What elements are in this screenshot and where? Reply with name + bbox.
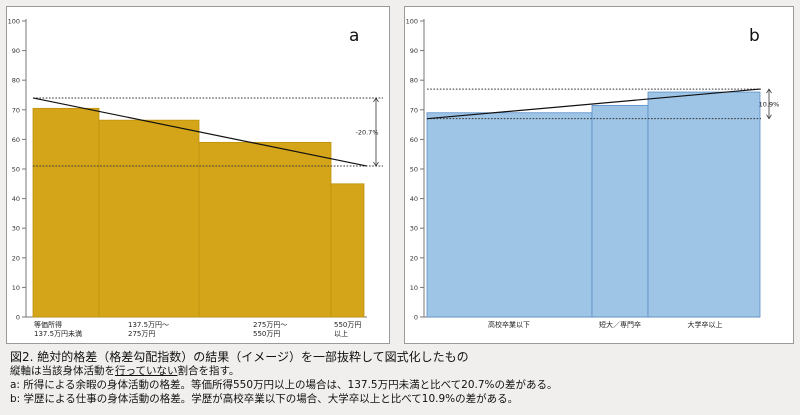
bar — [591, 104, 649, 318]
y-tick-label: 10 — [12, 284, 20, 292]
caption-note-underline: 行っていない — [115, 365, 178, 377]
bar — [647, 91, 761, 318]
y-tick-label: 90 — [12, 47, 20, 55]
difference-label: -20.7% — [356, 129, 379, 137]
bar — [330, 183, 365, 318]
y-tick-label: 100 — [8, 18, 20, 26]
bar — [32, 107, 100, 318]
x-tick-label-line: 137.5万円～ — [128, 321, 169, 329]
caption-line-a: a: 所得による余暇の身体活動の格差。等価所得550万円以上の場合は、137.5… — [10, 379, 558, 391]
x-tick-label-line: 大学卒以上 — [688, 320, 723, 329]
y-tick-label: 80 — [12, 77, 20, 85]
x-tick-label-line: 550万円 — [253, 330, 280, 338]
chart-panel-a: 0 10 20 30 40 50 60 70 80 90 100 等価所得 137.5万円未満 137.5… — [6, 6, 390, 344]
y-tick-label: 100 — [406, 18, 418, 26]
y-tick-label: 90 — [410, 47, 418, 55]
x-tick-label-line: 275万円～ — [253, 321, 287, 329]
trend-line — [32, 97, 368, 167]
y-tick-label: 30 — [12, 225, 20, 233]
x-tick-label-line: 等価所得 — [34, 320, 62, 329]
y-tick-label: 80 — [410, 77, 418, 85]
bar — [198, 141, 332, 318]
x-tick-label: 高校卒業以下 — [488, 320, 530, 329]
y-tick-label: 60 — [12, 136, 20, 144]
panel-label: b — [749, 26, 760, 46]
x-tick-label-line: 以上 — [334, 329, 348, 338]
y-tick-label: 20 — [12, 254, 20, 262]
y-tick-label: 40 — [410, 195, 418, 203]
bracket-arrow-down — [373, 161, 379, 167]
figure-caption: 図2. 絶対的格差（格差勾配指数）の結果（イメージ）を一部抜粋して図式化したもの… — [10, 350, 795, 406]
x-tick-label: 550万円以上 — [334, 321, 361, 338]
chart-b: 0 10 20 30 40 50 60 70 80 90 100 高校卒業以下 短大／専門卒 大学卒以上 1… — [406, 18, 780, 330]
x-tick-label: 短大／専門卒 — [599, 320, 641, 329]
bracket-arrow-up — [373, 97, 379, 103]
y-tick-label: 40 — [12, 195, 20, 203]
x-tick-label-line: 短大／専門卒 — [599, 320, 641, 329]
y-tick-label: 0 — [414, 314, 418, 322]
y-tick-label: 0 — [16, 314, 20, 322]
caption-note-post: 割合を指す。 — [177, 365, 240, 377]
y-tick-label: 20 — [410, 254, 418, 262]
panel-label: a — [349, 26, 359, 46]
caption-axis-note: 縦軸は当該身体活動を行っていない割合を指す。 — [10, 364, 795, 378]
caption-title: 図2. 絶対的格差（格差勾配指数）の結果（イメージ）を一部抜粋して図式化したもの — [10, 350, 469, 364]
x-tick-label: 275万円～ 550万円 — [253, 321, 287, 338]
x-tick-label-line: 550万円 — [334, 321, 361, 329]
y-tick-label: 10 — [410, 284, 418, 292]
y-tick-label: 70 — [410, 106, 418, 114]
y-tick-label: 50 — [12, 166, 20, 174]
x-tick-label: 137.5万円～ 275万円 — [128, 321, 169, 338]
chart-panel-b: 0 10 20 30 40 50 60 70 80 90 100 高校卒業以下 短大／専門卒 大学卒以上 1… — [404, 6, 794, 344]
x-tick-label: 大学卒以上 — [688, 320, 723, 329]
y-tick-label: 30 — [410, 225, 418, 233]
difference-label: 10.9% — [759, 100, 780, 108]
y-tick-label: 60 — [410, 136, 418, 144]
trend-line — [426, 88, 761, 120]
x-tick-label-line: 275万円 — [128, 330, 155, 338]
x-tick-label: 等価所得 137.5万円未満 — [34, 320, 82, 338]
caption-line-b: b: 学歴による仕事の身体活動の格差。学歴が高校卒業以下の場合、大学卒以上と比べ… — [10, 393, 519, 405]
x-tick-label-line: 137.5万円未満 — [34, 329, 82, 338]
bracket-arrow-up — [766, 88, 772, 94]
x-tick-label-line: 高校卒業以下 — [488, 320, 530, 329]
y-tick-label: 70 — [12, 106, 20, 114]
bar — [98, 119, 200, 318]
y-tick-label: 50 — [410, 166, 418, 174]
caption-note-pre: 縦軸は当該身体活動を — [10, 365, 115, 377]
bar — [426, 112, 593, 318]
bracket-arrow-down — [766, 114, 772, 120]
